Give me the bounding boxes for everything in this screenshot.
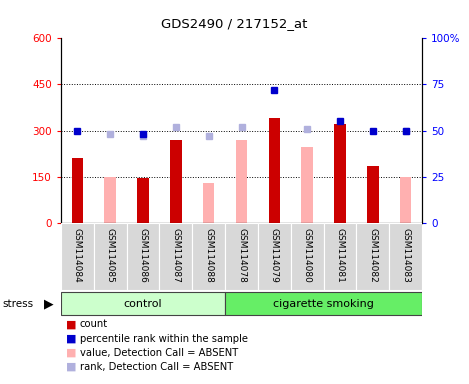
FancyBboxPatch shape — [61, 292, 225, 316]
FancyBboxPatch shape — [61, 223, 94, 290]
FancyBboxPatch shape — [258, 223, 291, 290]
Bar — [105, 177, 116, 223]
Text: GSM114085: GSM114085 — [106, 228, 115, 283]
FancyBboxPatch shape — [225, 292, 422, 316]
Text: ■: ■ — [66, 319, 76, 329]
FancyBboxPatch shape — [291, 223, 324, 290]
FancyBboxPatch shape — [225, 223, 258, 290]
Text: ■: ■ — [66, 348, 76, 358]
Bar — [334, 124, 346, 223]
FancyBboxPatch shape — [94, 223, 127, 290]
Text: stress: stress — [2, 299, 33, 309]
Text: GSM114084: GSM114084 — [73, 228, 82, 283]
Text: GDS2490 / 217152_at: GDS2490 / 217152_at — [161, 17, 308, 30]
Bar — [302, 147, 313, 223]
Text: GSM114088: GSM114088 — [204, 228, 213, 283]
FancyBboxPatch shape — [192, 223, 225, 290]
Text: ▶: ▶ — [44, 297, 54, 310]
Text: GSM114080: GSM114080 — [303, 228, 312, 283]
Text: GSM114082: GSM114082 — [368, 228, 378, 283]
Text: GSM114086: GSM114086 — [138, 228, 148, 283]
Text: cigarette smoking: cigarette smoking — [273, 299, 374, 309]
Text: percentile rank within the sample: percentile rank within the sample — [80, 334, 248, 344]
Text: count: count — [80, 319, 108, 329]
Text: GSM114078: GSM114078 — [237, 228, 246, 283]
Text: GSM114083: GSM114083 — [401, 228, 410, 283]
FancyBboxPatch shape — [159, 223, 192, 290]
Text: ■: ■ — [66, 362, 76, 372]
Bar — [170, 140, 182, 223]
Text: GSM114081: GSM114081 — [335, 228, 345, 283]
Bar — [367, 166, 378, 223]
Text: GSM114087: GSM114087 — [171, 228, 181, 283]
Bar — [137, 178, 149, 223]
Bar — [269, 118, 280, 223]
Text: value, Detection Call = ABSENT: value, Detection Call = ABSENT — [80, 348, 238, 358]
Bar — [203, 183, 214, 223]
Text: GSM114079: GSM114079 — [270, 228, 279, 283]
Bar — [400, 177, 411, 223]
FancyBboxPatch shape — [324, 223, 356, 290]
FancyBboxPatch shape — [127, 223, 159, 290]
Text: ■: ■ — [66, 334, 76, 344]
FancyBboxPatch shape — [389, 223, 422, 290]
Bar — [72, 158, 83, 223]
Bar — [236, 140, 247, 223]
Text: control: control — [124, 299, 162, 309]
FancyBboxPatch shape — [356, 223, 389, 290]
Text: rank, Detection Call = ABSENT: rank, Detection Call = ABSENT — [80, 362, 233, 372]
